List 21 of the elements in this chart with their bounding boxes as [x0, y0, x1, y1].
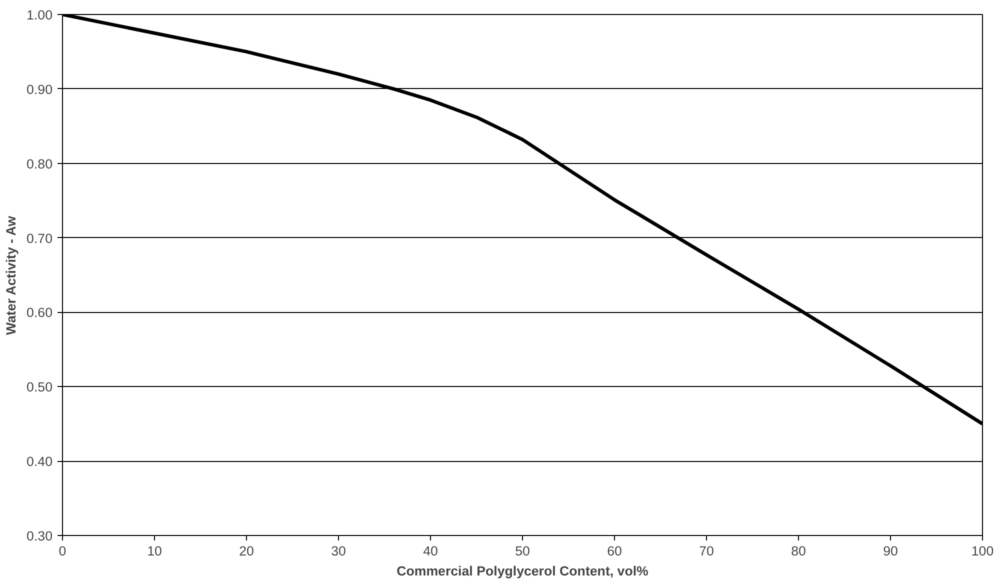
x-tick-label: 100 [971, 544, 994, 558]
x-tick-label: 90 [883, 544, 898, 558]
x-axis-title: Commercial Polyglycerol Content, vol% [396, 564, 649, 578]
x-tick-label: 0 [58, 544, 66, 558]
x-tick-label: 40 [423, 544, 438, 558]
y-axis-title: Water Activity - Aw [4, 215, 19, 335]
x-tick-label: 70 [699, 544, 714, 558]
y-tick-label: 0.70 [26, 230, 53, 246]
y-tick-label: 0.30 [26, 528, 53, 544]
x-tick-label: 50 [515, 544, 530, 558]
x-tick-label: 20 [239, 544, 254, 558]
y-tick-label: 0.40 [26, 454, 53, 470]
x-tick-label: 80 [791, 544, 806, 558]
y-tick-label: 0.60 [26, 305, 53, 320]
y-tick-label: 0.90 [26, 82, 53, 97]
x-tick-label: 60 [607, 544, 622, 558]
y-tick-label: 1.00 [26, 8, 53, 22]
x-tick-label: 30 [331, 544, 346, 558]
x-tick-label: 10 [147, 544, 162, 558]
y-tick-label: 0.80 [26, 156, 53, 172]
y-tick-label: 0.50 [26, 380, 53, 395]
